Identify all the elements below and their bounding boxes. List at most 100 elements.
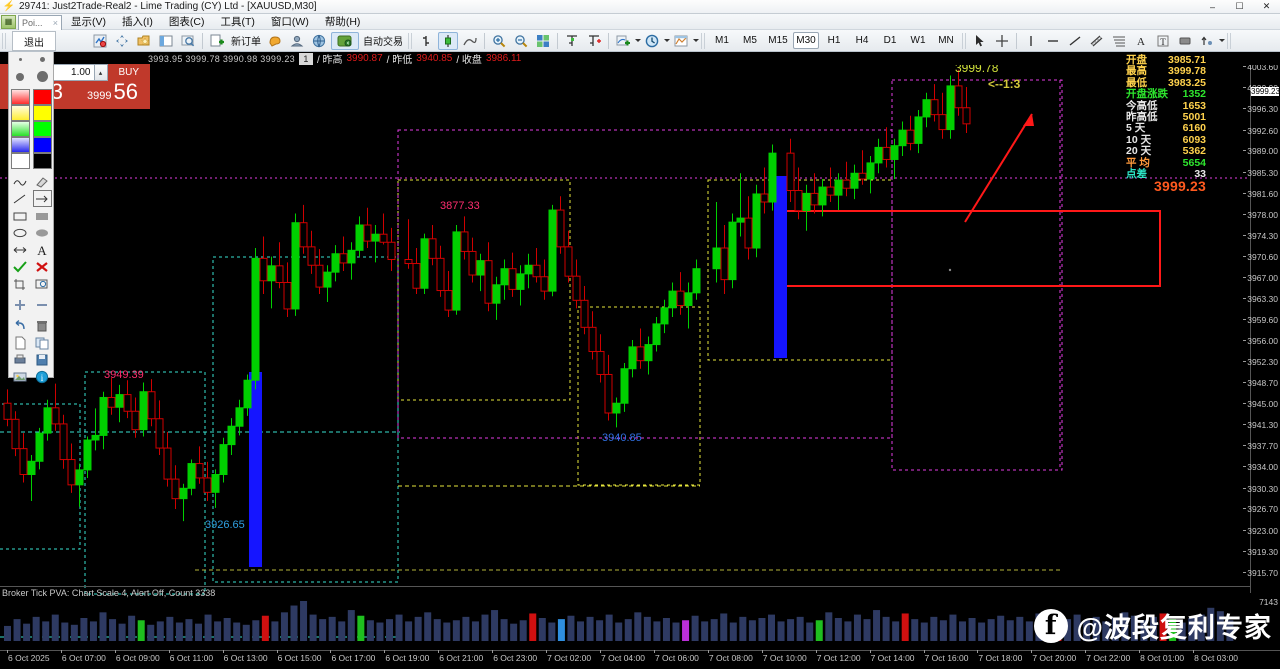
chart-canvas[interactable]: 3993.95 3999.78 3990.98 3999.23 1 / 昨高 3… [0, 52, 1280, 669]
candlestick-chart-icon[interactable] [438, 31, 458, 50]
maximize-button[interactable]: ☐ [1235, 1, 1244, 11]
new-order-icon[interactable] [207, 32, 227, 50]
period-dropdown-caret-icon[interactable] [664, 39, 670, 42]
arrows-icon[interactable] [1197, 32, 1217, 50]
arrows-dropdown-caret-icon[interactable] [1219, 39, 1225, 42]
check-icon[interactable] [11, 258, 30, 275]
color-swatch-yellow-gradient[interactable] [10, 105, 30, 121]
volume-spinner[interactable]: ▴ [94, 64, 108, 81]
market-icon[interactable] [287, 32, 307, 50]
toolbar-grip-3[interactable] [701, 32, 706, 49]
dot-size-3-icon[interactable] [11, 68, 30, 85]
timeframe-w1[interactable]: W1 [910, 35, 926, 46]
navigator-icon[interactable] [178, 32, 198, 50]
menu-view[interactable]: 显示(V) [71, 16, 106, 28]
vertical-line-icon[interactable] [1021, 32, 1041, 50]
indicators-dropdown-caret-icon[interactable] [635, 39, 641, 42]
toolbar-grip-4[interactable] [962, 32, 967, 49]
color-swatch-blue[interactable] [32, 137, 52, 153]
crosshair-tool-icon[interactable] [992, 32, 1012, 50]
plus-icon[interactable] [11, 296, 30, 313]
color-swatch-white[interactable] [10, 153, 30, 169]
menu-insert[interactable]: 插入(I) [122, 16, 153, 28]
dot-size-2-icon[interactable] [33, 52, 52, 68]
expert-advisors-icon[interactable] [90, 32, 110, 50]
price-scale[interactable]: 4003.604000.003996.303992.603989.003985.… [1243, 52, 1280, 607]
zoom-in-icon[interactable] [489, 32, 509, 50]
rectangle-icon[interactable] [1175, 32, 1195, 50]
menu-charts[interactable]: 图表(C) [168, 16, 205, 28]
close-button[interactable]: ✕ [1262, 1, 1271, 11]
minimize-button[interactable]: – [1209, 1, 1215, 12]
save-icon[interactable] [33, 351, 52, 368]
menu-window[interactable]: 窗口(W) [270, 16, 309, 28]
squiggle-icon[interactable] [11, 173, 30, 190]
toolbar-grip-5[interactable] [1227, 32, 1232, 49]
timeframe-m30[interactable]: M30 [793, 32, 819, 49]
cursor-icon[interactable] [970, 32, 990, 50]
signals-icon[interactable] [309, 32, 329, 50]
exit-button[interactable]: 退出 [12, 31, 56, 51]
eraser-icon[interactable] [33, 173, 52, 190]
drawing-tools-panel[interactable]: A [8, 52, 54, 383]
arrow-line-icon[interactable] [32, 190, 52, 207]
equidistant-channel-icon[interactable] [1087, 32, 1107, 50]
cross-icon[interactable] [33, 258, 52, 275]
horizontal-arrows-icon[interactable] [11, 241, 30, 258]
menu-tools[interactable]: 工具(T) [220, 16, 255, 28]
auto-scroll-icon[interactable] [584, 32, 604, 50]
new-order-label[interactable]: 新订单 [231, 37, 261, 48]
chart-shift-icon[interactable] [562, 32, 582, 50]
zoom-out-icon[interactable] [511, 32, 531, 50]
undo-icon[interactable] [11, 317, 30, 334]
period-icon[interactable] [642, 32, 662, 50]
volume-subwindow[interactable]: Broker Tick PVA: Chart Scale 4, Alert Of… [0, 586, 1250, 650]
toolbar-grip[interactable] [2, 32, 7, 49]
timeframe-mn[interactable]: MN [938, 35, 954, 46]
timeframe-d1[interactable]: D1 [883, 35, 897, 46]
crop-icon[interactable] [11, 275, 30, 292]
line-chart-icon[interactable] [460, 32, 480, 50]
data-window-icon[interactable] [156, 32, 176, 50]
trash-icon[interactable] [33, 317, 52, 334]
text-tool-icon[interactable]: A [33, 241, 52, 258]
color-swatch-yellow[interactable] [32, 105, 52, 121]
line-icon[interactable] [11, 190, 30, 207]
tile-windows-icon[interactable] [533, 32, 553, 50]
rectangle-outline-icon[interactable] [11, 207, 30, 224]
menu-help[interactable]: 帮助(H) [324, 16, 361, 28]
indicators-icon[interactable] [613, 32, 633, 50]
toolbar-grip-2[interactable] [408, 32, 413, 49]
timeframe-h1[interactable]: H1 [827, 35, 841, 46]
horizontal-line-icon[interactable] [1043, 32, 1063, 50]
timeframe-m5[interactable]: M5 [743, 35, 757, 46]
color-swatch-green-gradient[interactable] [10, 121, 30, 137]
buy-button[interactable]: BUY [107, 64, 150, 81]
rectangle-filled-icon[interactable] [33, 207, 52, 224]
copy-icon[interactable] [33, 334, 52, 351]
fibonacci-icon[interactable] [1109, 32, 1129, 50]
dot-size-4-icon[interactable] [33, 68, 52, 85]
templates-icon[interactable] [671, 32, 691, 50]
color-swatch-red-gradient[interactable] [10, 89, 30, 105]
bar-chart-icon[interactable] [416, 32, 436, 50]
color-swatch-green[interactable] [32, 121, 52, 137]
timeframe-m1[interactable]: M1 [715, 35, 729, 46]
color-swatch-blue-gradient[interactable] [10, 137, 30, 153]
document-tab[interactable]: Poi... × [18, 15, 62, 30]
info-icon[interactable]: i [33, 368, 52, 385]
document-tab-close-icon[interactable]: × [52, 18, 58, 28]
buy-price[interactable]: 3999 56 [75, 81, 150, 109]
timeframe-m15[interactable]: M15 [768, 35, 788, 46]
print-icon[interactable] [11, 351, 30, 368]
crosshair-icon[interactable] [112, 32, 132, 50]
trendline-icon[interactable] [1065, 32, 1085, 50]
minus-icon[interactable] [33, 296, 52, 313]
text-label-icon[interactable]: T [1153, 32, 1173, 50]
ellipse-filled-icon[interactable] [33, 224, 52, 241]
text-icon[interactable]: A [1131, 32, 1151, 50]
autotrade-label[interactable]: 自动交易 [363, 37, 403, 48]
new-file-icon[interactable] [11, 334, 30, 351]
magnify-region-icon[interactable] [33, 275, 52, 292]
volume-input[interactable]: 1.00 [42, 64, 95, 81]
